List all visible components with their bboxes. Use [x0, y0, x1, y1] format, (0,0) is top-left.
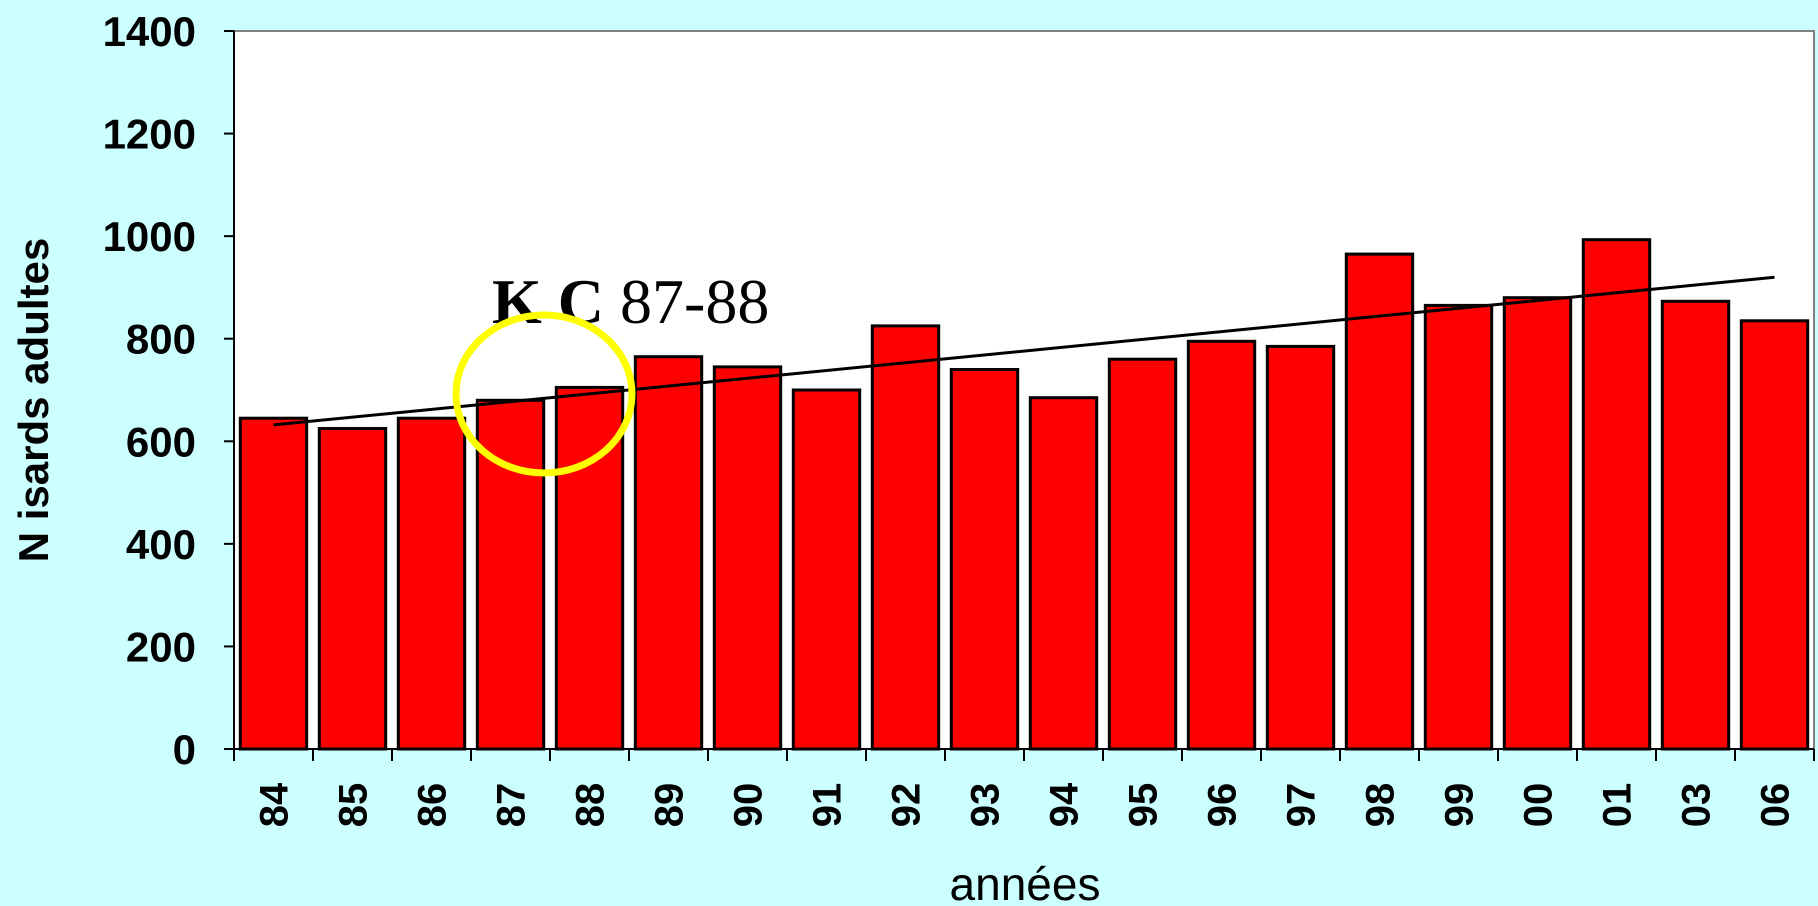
x-tick-label-03: 03: [1675, 783, 1719, 828]
x-tick-label-91: 91: [806, 783, 850, 828]
x-tick-label-96: 96: [1201, 783, 1245, 828]
y-axis-title: N isards adultes: [10, 238, 57, 562]
bar-92: [870, 324, 941, 751]
bar-06: [1739, 319, 1810, 751]
bar-98: [1344, 252, 1415, 751]
bar-85: [317, 427, 388, 751]
y-axis-ticks: 0 200 400 600 800 1000 1200 1400: [103, 8, 234, 773]
highlight-circle: [452, 311, 636, 477]
bar-96: [1186, 339, 1257, 751]
y-tick-label-1000: 1000: [103, 213, 196, 260]
x-tick-label-90: 90: [727, 783, 771, 828]
kc-annotation: K C 87-88: [492, 266, 769, 337]
bar-01: [1581, 238, 1652, 751]
y-tick-label-1200: 1200: [103, 111, 196, 158]
bar-93: [949, 368, 1020, 751]
x-axis-title: années: [950, 858, 1101, 906]
x-tick-label-94: 94: [1043, 782, 1087, 827]
x-tick-label-99: 99: [1438, 783, 1482, 828]
x-tick-label-88: 88: [569, 783, 613, 828]
y-tick-label-1400: 1400: [103, 8, 196, 55]
x-tick-label-85: 85: [332, 783, 376, 828]
x-tick-label-98: 98: [1359, 783, 1403, 828]
x-tick-label-86: 86: [411, 783, 455, 828]
x-tick-label-06: 06: [1754, 783, 1798, 828]
x-tick-label-95: 95: [1122, 783, 1166, 828]
bar-94: [1028, 396, 1099, 751]
x-tick-label-01: 01: [1596, 783, 1640, 828]
y-tick-label-200: 200: [126, 623, 196, 670]
bar-03: [1660, 299, 1731, 751]
bar-89: [633, 355, 704, 751]
bar-91: [791, 388, 862, 751]
bar-90: [712, 365, 783, 751]
kc-annotation-years: 87-88: [604, 266, 769, 337]
bar-95: [1107, 357, 1178, 751]
x-tick-label-93: 93: [964, 783, 1008, 828]
x-tick-label-00: 00: [1517, 783, 1561, 828]
bar-00: [1502, 296, 1573, 751]
y-tick-label-0: 0: [173, 726, 196, 773]
x-tick-label-89: 89: [648, 783, 692, 828]
x-tick-label-92: 92: [885, 783, 929, 828]
bar-99: [1423, 303, 1494, 751]
bar-86: [396, 416, 467, 751]
plot-area: [234, 31, 1814, 749]
bar-97: [1265, 344, 1336, 751]
bar-84: [238, 416, 309, 751]
x-tick-label-87: 87: [490, 783, 534, 828]
bars-group: [238, 238, 1810, 751]
trendline: [273, 275, 1775, 427]
y-tick-label-400: 400: [126, 521, 196, 568]
x-axis-ticks: 84 85 86 87 88 89 90 91 92 93 94 95 96 97 98 99 00 01 03 06: [233, 749, 1815, 828]
y-tick-label-600: 600: [126, 418, 196, 465]
x-tick-label-84: 84: [253, 782, 297, 827]
y-tick-label-800: 800: [126, 316, 196, 363]
x-tick-label-97: 97: [1280, 783, 1324, 828]
